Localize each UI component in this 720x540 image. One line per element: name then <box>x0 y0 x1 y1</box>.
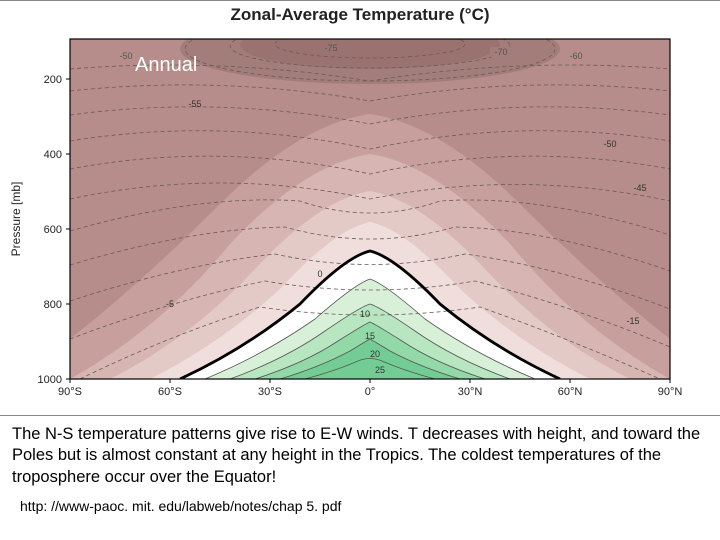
svg-text:-50: -50 <box>603 139 616 149</box>
svg-text:600: 600 <box>44 224 62 236</box>
svg-text:800: 800 <box>44 299 62 311</box>
svg-text:90°N: 90°N <box>658 386 683 398</box>
caption-text: The N-S temperature patterns give rise t… <box>0 416 720 492</box>
svg-text:-55: -55 <box>188 99 201 109</box>
svg-text:400: 400 <box>44 149 62 161</box>
svg-text:0: 0 <box>317 269 322 279</box>
y-axis-ticks: 200 400 600 800 1000 <box>38 74 70 386</box>
annual-label: Annual <box>135 54 197 76</box>
svg-text:10: 10 <box>360 309 370 319</box>
svg-text:-70: -70 <box>494 47 507 57</box>
svg-text:60°N: 60°N <box>558 386 583 398</box>
svg-text:30°S: 30°S <box>258 386 282 398</box>
plot-area: Pressure [mb] <box>20 29 700 409</box>
svg-text:15: 15 <box>365 331 375 341</box>
y-axis-label: Pressure [mb] <box>9 182 23 257</box>
svg-text:0°: 0° <box>365 386 376 398</box>
svg-text:-45: -45 <box>633 183 646 193</box>
svg-text:30°N: 30°N <box>458 386 483 398</box>
svg-text:-50: -50 <box>119 51 132 61</box>
svg-text:90°S: 90°S <box>58 386 82 398</box>
svg-text:-5: -5 <box>166 299 174 309</box>
svg-text:200: 200 <box>44 74 62 86</box>
svg-text:25: 25 <box>375 365 385 375</box>
source-url: http: //www-paoc. mit. edu/labweb/notes/… <box>0 492 720 520</box>
chart-panel: Zonal-Average Temperature (°C) Pressure … <box>0 0 720 416</box>
svg-text:60°S: 60°S <box>158 386 182 398</box>
svg-text:-15: -15 <box>626 316 639 326</box>
contour-plot-svg: -50 -75 -70 -60 -55 -50 -45 -15 -5 <box>20 29 700 409</box>
svg-text:20: 20 <box>370 349 380 359</box>
svg-text:-75: -75 <box>324 43 337 53</box>
svg-text:1000: 1000 <box>38 374 62 386</box>
x-axis-ticks: 90°S 60°S 30°S 0° 30°N 60°N 90°N <box>58 379 682 398</box>
chart-title: Zonal-Average Temperature (°C) <box>0 5 720 25</box>
svg-text:-60: -60 <box>569 51 582 61</box>
